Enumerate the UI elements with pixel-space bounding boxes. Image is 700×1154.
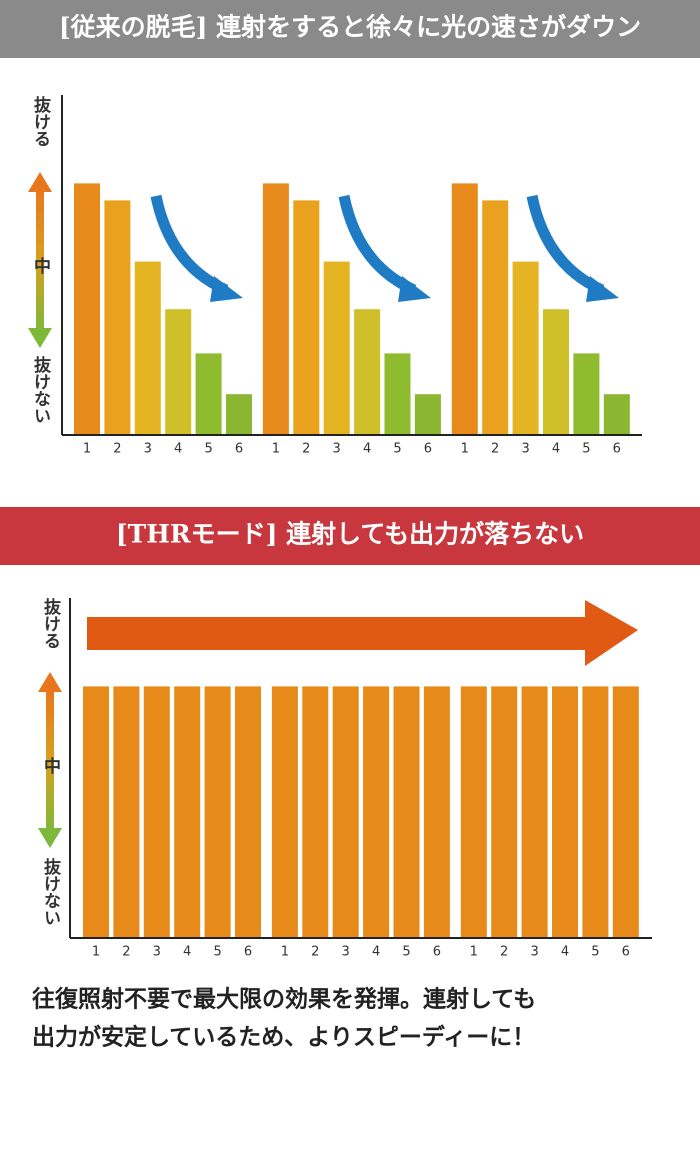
y-axis-label: 抜けない [30,355,51,424]
x-tick-label: 6 [424,442,432,457]
x-tick-label: 1 [461,442,469,457]
bar [104,200,131,435]
x-tick-label: 4 [174,442,182,457]
y-axis-label: 中 [30,256,50,275]
bar [543,309,569,435]
bar [226,394,252,435]
x-tick-label: 3 [342,945,350,960]
bar [482,200,509,435]
x-tick-label: 3 [153,945,161,960]
caption-line: 出力が安定しているため、よりスピーディーに！ [32,1024,535,1051]
x-tick-label: 2 [491,442,499,457]
bar [451,183,478,435]
x-tick-label: 5 [582,442,590,457]
bar [165,309,192,435]
bar [512,261,539,435]
x-tick-label: 4 [363,442,371,457]
bar [235,686,261,938]
x-tick-label: 4 [561,945,569,960]
banner [0,0,700,58]
bar [113,686,140,938]
bar [271,686,298,938]
x-tick-label: 5 [393,442,401,457]
x-tick-label: 3 [530,945,538,960]
x-tick-label: 4 [372,945,380,960]
x-tick-label: 4 [552,442,560,457]
chart-title: [従来の脱毛] 連射をすると徐々に光の速さがダウン [59,13,641,42]
bar [384,353,411,435]
x-tick-label: 6 [244,945,252,960]
x-tick-label: 5 [591,945,599,960]
decor-blue-arrows [150,194,619,302]
x-tick-label: 5 [204,442,212,457]
y-axis-label: 中 [40,756,60,775]
bar [134,261,161,435]
x-tick-label: 1 [470,945,478,960]
decor-orange-arrow [87,600,638,666]
bar [302,686,329,938]
x-tick-label: 6 [622,945,630,960]
bar [582,686,609,938]
bar [195,353,222,435]
x-tick-label: 6 [235,442,243,457]
x-tick-label: 1 [83,442,91,457]
x-tick-label: 6 [613,442,621,457]
bar [83,686,109,938]
bar [552,686,578,938]
x-tick-label: 2 [113,442,121,457]
x-tick-label: 2 [302,442,310,457]
bar [354,309,381,435]
bar [332,686,359,938]
bar [423,686,450,938]
bar [573,353,600,435]
bar [143,686,170,938]
bar [363,686,390,938]
x-tick-label: 1 [281,945,289,960]
x-tick-label: 3 [144,442,152,457]
bar [323,261,350,435]
x-tick-label: 3 [521,442,529,457]
caption-line: 往復照射不要で最大限の効果を発揮。連射しても [32,986,536,1013]
bar [74,183,100,435]
bar [491,686,518,938]
y-axis-label: 抜けない [40,857,61,926]
banner [0,507,700,565]
bar [293,200,320,435]
y-axis-label: 抜ける [40,597,61,649]
bar [393,686,420,938]
bar [174,686,201,938]
x-tick-label: 2 [122,945,130,960]
y-axis-label: 抜ける [30,95,51,147]
chart-title: [THRモード] 連射しても出力が落ちない [116,520,584,549]
x-tick-label: 2 [500,945,508,960]
x-tick-label: 6 [433,945,441,960]
bar [612,686,639,938]
decor-vertical-arrows [28,172,62,848]
x-tick-label: 1 [272,442,280,457]
x-tick-label: 3 [333,442,341,457]
x-tick-label: 2 [311,945,319,960]
bar [460,686,487,938]
x-tick-label: 5 [402,945,410,960]
bar [414,394,441,435]
bar [262,183,289,435]
bar [603,394,630,435]
bar [521,686,548,938]
x-tick-label: 4 [183,945,191,960]
bar [204,686,231,938]
x-tick-label: 1 [92,945,100,960]
x-tick-label: 5 [213,945,221,960]
